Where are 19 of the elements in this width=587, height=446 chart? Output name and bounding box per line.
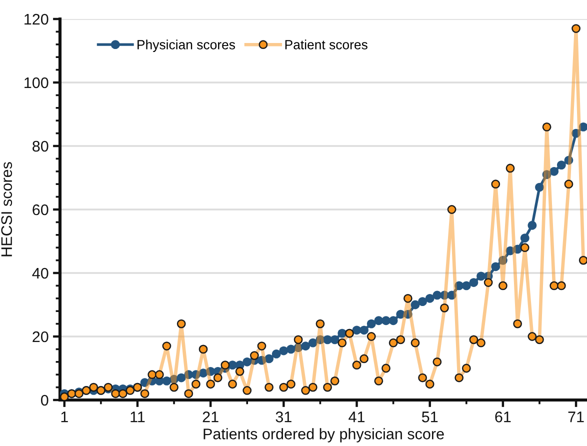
x-axis-title: Patients ordered by physician score — [204, 428, 444, 442]
legend-label: Physician scores — [138, 40, 236, 52]
y-tick-label: 0 — [40, 394, 48, 406]
y-tick-label: 80 — [32, 140, 48, 152]
y-tick-label: 60 — [32, 204, 48, 216]
x-tick-label: 31 — [276, 412, 292, 422]
y-axis-title: HECSI scores — [1, 162, 12, 256]
x-tick-label: 11 — [130, 412, 145, 422]
x-tick-label: 1 — [61, 412, 68, 422]
x-tick-label: 51 — [422, 412, 438, 422]
x-tick-label: 21 — [202, 412, 218, 422]
x-tick-label: 41 — [348, 412, 365, 422]
x-tick-label: 71 — [568, 412, 584, 422]
x-tick-label: 61 — [495, 412, 511, 422]
y-tick-label: 120 — [24, 14, 48, 25]
y-tick-label: 40 — [32, 268, 48, 279]
y-tick-label: 20 — [32, 331, 48, 342]
legend-label: Patient scores — [285, 40, 368, 50]
y-tick-label: 100 — [24, 77, 48, 88]
